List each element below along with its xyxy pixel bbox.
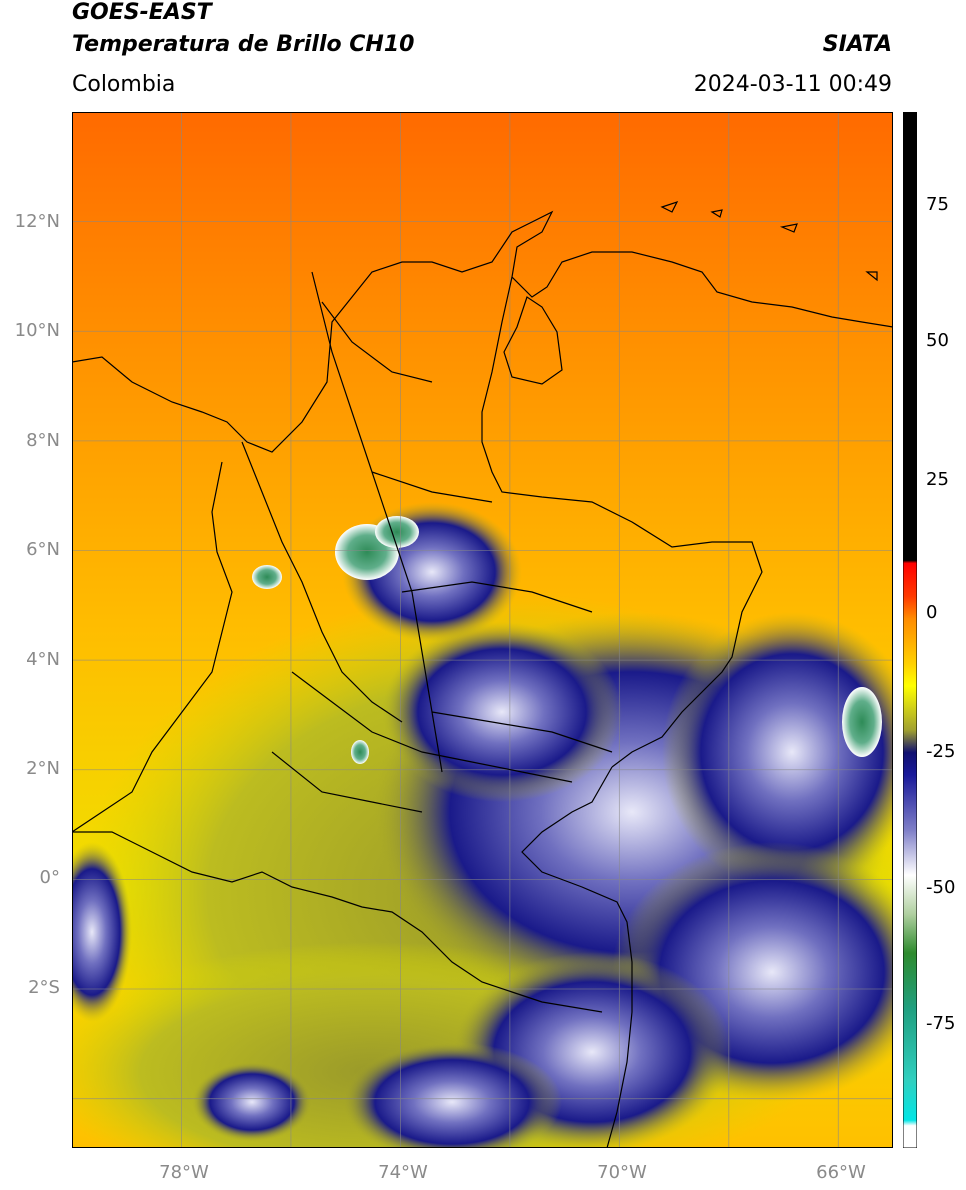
maracaibo-lake (503, 296, 563, 385)
lat-label-6n: 6°N (26, 539, 60, 560)
aruba-curacao-islands (660, 200, 878, 282)
colorbar-tick-minus50: -50 (926, 877, 956, 898)
title-satellite: GOES-EAST (72, 0, 212, 25)
map-panel (72, 112, 893, 1148)
lat-label-2n: 2°N (26, 758, 60, 779)
colorbar-tick-0: 0 (926, 602, 938, 623)
lat-label-0: 0° (39, 867, 60, 888)
lon-label-70w: 70°W (597, 1162, 647, 1183)
region-label: Colombia (72, 72, 176, 97)
colorbar-tick-minus25: -25 (926, 741, 956, 762)
colombia-peru-ecuador-border (72, 831, 603, 1013)
lon-label-66w: 66°W (816, 1162, 866, 1183)
interior-departments (241, 271, 613, 813)
pacific-coast (72, 461, 233, 833)
convective-clouds (72, 502, 893, 1148)
caribbean-coast (72, 210, 893, 453)
organization-label: SIATA (822, 32, 892, 57)
lat-label-2s: 2°S (28, 977, 60, 998)
colorbar-tick-25: 25 (926, 469, 949, 490)
colorbar-tick-50: 50 (926, 330, 949, 351)
title-product: Temperatura de Brillo CH10 (72, 32, 415, 57)
lat-label-10n: 10°N (14, 320, 60, 341)
coastlines-and-borders (72, 200, 893, 1148)
colombia-brazil-border (521, 766, 633, 1148)
map-frame (72, 112, 893, 1148)
colombia-venezuela-border (481, 276, 763, 768)
colorbar (903, 112, 917, 1148)
timestamp-label: 2024-03-11 00:49 (693, 72, 892, 97)
map-gridlines (72, 112, 893, 1148)
colorbar-tick-minus75: -75 (926, 1013, 956, 1034)
lon-label-78w: 78°W (159, 1162, 209, 1183)
lat-label-4n: 4°N (26, 649, 60, 670)
colorbar-tick-75: 75 (926, 194, 949, 215)
lat-label-12n: 12°N (14, 211, 60, 232)
brightness-temperature-map (72, 112, 893, 1148)
lat-label-8n: 8°N (26, 430, 60, 451)
lon-label-74w: 74°W (378, 1162, 428, 1183)
coldest-cloud-tops (252, 516, 882, 764)
